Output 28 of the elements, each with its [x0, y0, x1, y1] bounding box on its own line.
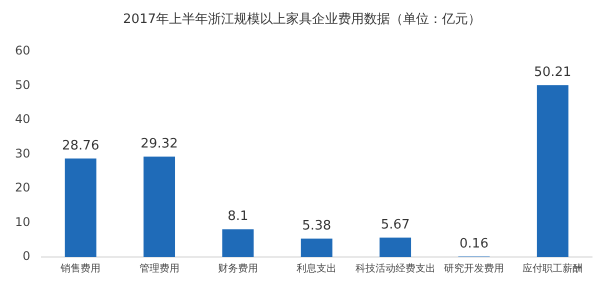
x-tick-label: 应付职工薪酬	[522, 262, 583, 275]
y-tick-label: 0	[22, 249, 30, 264]
data-label: 5.38	[302, 218, 332, 234]
bar	[64, 158, 96, 257]
data-label: 29.32	[140, 136, 178, 152]
data-label: 50.21	[534, 64, 572, 80]
bar	[380, 238, 412, 257]
x-tick-label: 销售费用	[60, 262, 101, 275]
x-tick-label: 管理费用	[139, 262, 180, 275]
x-tick-label: 财务费用	[218, 262, 258, 275]
y-tick-label: 30	[14, 146, 30, 160]
bar	[222, 229, 254, 257]
y-tick-label: 20	[14, 180, 30, 195]
data-label: 5.67	[380, 217, 410, 232]
x-tick-label: 利息支出	[296, 262, 337, 275]
data-label: 8.1	[228, 209, 248, 224]
chart-title: 2017年上半年浙江规模以上家具企业费用数据（单位：亿元）	[122, 11, 482, 28]
y-tick-label: 40	[14, 112, 30, 126]
y-tick-label: 50	[14, 78, 30, 92]
y-tick-label: 10	[14, 214, 30, 229]
data-label: 28.76	[62, 138, 100, 154]
x-tick-label: 研究开发费用	[444, 262, 504, 275]
y-tick-label: 60	[14, 44, 30, 58]
bar	[144, 156, 176, 257]
data-label: 0.16	[460, 236, 488, 252]
x-tick-label: 科技活动经费支出	[355, 262, 436, 275]
bar	[536, 85, 568, 257]
bar	[300, 238, 332, 257]
